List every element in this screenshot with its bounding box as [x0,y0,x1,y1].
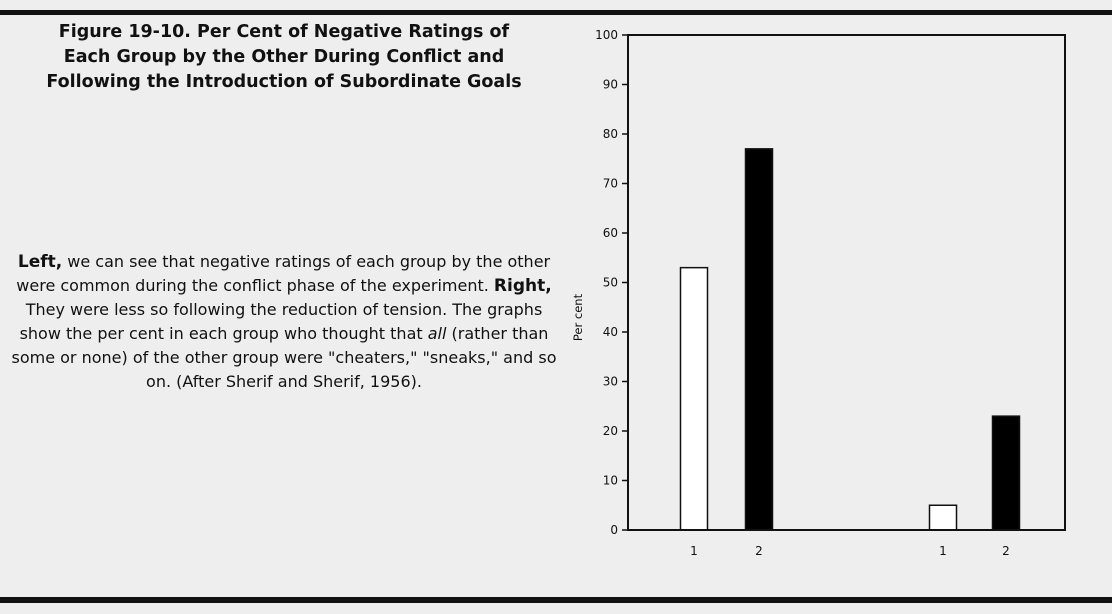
x-tick-label: 1 [690,544,698,558]
bar-left-2 [744,148,774,531]
x-tick-label: 1 [939,544,947,558]
bar-chart: 0 10 20 30 40 50 60 70 80 90 100 1 2 1 2 Per cent [571,28,1066,558]
figure-caption: Left, we can see that negative ratings o… [6,250,562,394]
x-tick-label: 2 [755,544,763,558]
x-axis-labels: 1 2 1 2 [690,544,1010,558]
y-axis-title: Per cent [571,293,585,341]
bottom-rule [0,597,1112,603]
y-tick-label: 10 [603,474,618,488]
y-tick-label: 70 [603,177,618,191]
caption-text-2: They were less so following the reductio… [19,300,543,343]
figure-title: Figure 19-10. Per Cent of Negative Ratin… [46,22,522,92]
top-rule [0,10,1112,15]
y-tick-label: 50 [603,276,618,290]
caption-right-label: Right, [493,276,552,296]
x-tick-label: 2 [1002,544,1010,558]
plot-frame [627,34,1066,531]
y-axis-ticks: 0 10 20 30 40 50 60 70 80 90 100 [595,28,628,537]
bar-right-2 [991,415,1021,531]
caption-left-label: Left, [17,252,63,272]
bar-right-1 [928,504,958,531]
bar-left-1 [679,266,709,531]
y-tick-label: 100 [595,28,618,42]
y-tick-label: 60 [603,226,618,240]
y-tick-label: 0 [610,523,618,537]
y-tick-label: 90 [603,78,618,92]
y-tick-label: 80 [603,127,618,141]
caption-text-1: we can see that negative ratings of each… [16,252,551,295]
y-tick-label: 20 [603,424,618,438]
y-tick-label: 30 [603,375,618,389]
chart-bars [679,148,1021,531]
y-tick-label: 40 [603,325,618,339]
caption-emphasis: all [427,324,447,343]
caption-text-3: (rather than some or none) of the other … [11,324,557,391]
